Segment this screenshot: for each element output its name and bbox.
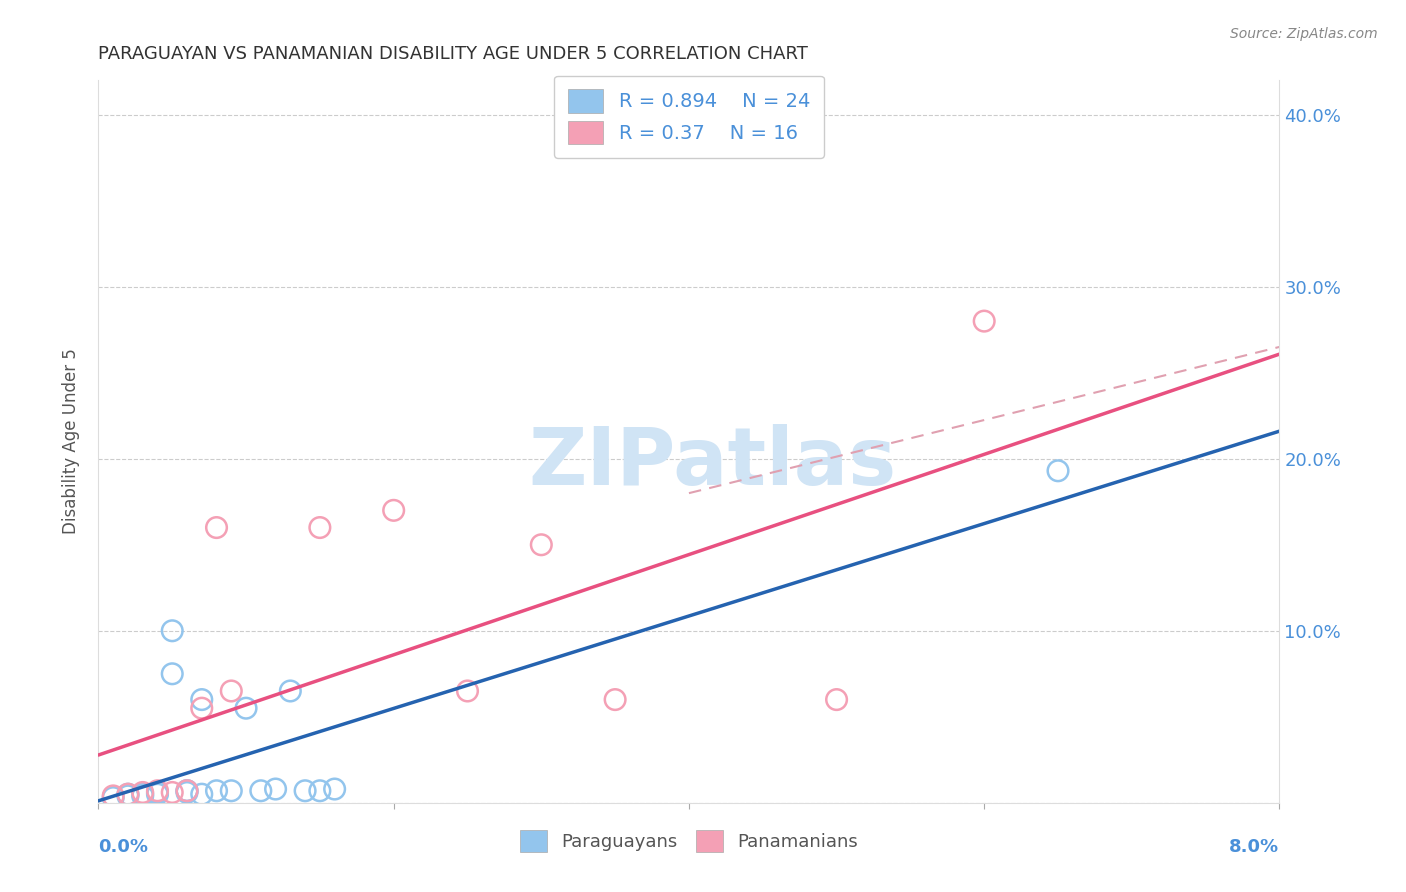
Point <box>176 784 198 798</box>
Point <box>294 784 316 798</box>
Point <box>146 785 169 799</box>
Point <box>191 701 214 715</box>
Point <box>162 785 183 799</box>
Point <box>132 787 155 801</box>
Point <box>605 692 627 706</box>
Point <box>103 790 125 805</box>
Point <box>235 701 257 715</box>
Point <box>132 785 155 799</box>
Point <box>117 789 139 803</box>
Point <box>309 520 332 534</box>
Point <box>280 684 302 698</box>
Point <box>221 784 243 798</box>
Point <box>176 784 198 798</box>
Point <box>825 692 848 706</box>
Point <box>162 666 183 681</box>
Text: 0.0%: 0.0% <box>98 838 149 856</box>
Point <box>973 314 995 328</box>
Point <box>323 782 346 797</box>
Point <box>309 784 332 798</box>
Point <box>146 787 169 801</box>
Point <box>176 785 198 799</box>
Point <box>382 503 405 517</box>
Point <box>221 684 243 698</box>
Point <box>132 789 155 803</box>
Point <box>457 684 479 698</box>
Point <box>146 784 169 798</box>
Legend: Paraguayans, Panamanians: Paraguayans, Panamanians <box>505 815 873 866</box>
Point <box>162 624 183 638</box>
Point <box>1046 464 1070 478</box>
Point <box>264 782 287 797</box>
Text: Source: ZipAtlas.com: Source: ZipAtlas.com <box>1230 27 1378 41</box>
Point <box>205 520 228 534</box>
Point <box>117 787 139 801</box>
Text: ZIPatlas: ZIPatlas <box>529 425 897 502</box>
Text: 8.0%: 8.0% <box>1229 838 1279 856</box>
Point <box>176 784 198 798</box>
Text: PARAGUAYAN VS PANAMANIAN DISABILITY AGE UNDER 5 CORRELATION CHART: PARAGUAYAN VS PANAMANIAN DISABILITY AGE … <box>98 45 808 62</box>
Point <box>191 692 214 706</box>
Point <box>103 789 125 803</box>
Point <box>530 538 553 552</box>
Point <box>117 787 139 801</box>
Point <box>250 784 273 798</box>
Point <box>205 784 228 798</box>
Y-axis label: Disability Age Under 5: Disability Age Under 5 <box>62 349 80 534</box>
Point <box>191 787 214 801</box>
